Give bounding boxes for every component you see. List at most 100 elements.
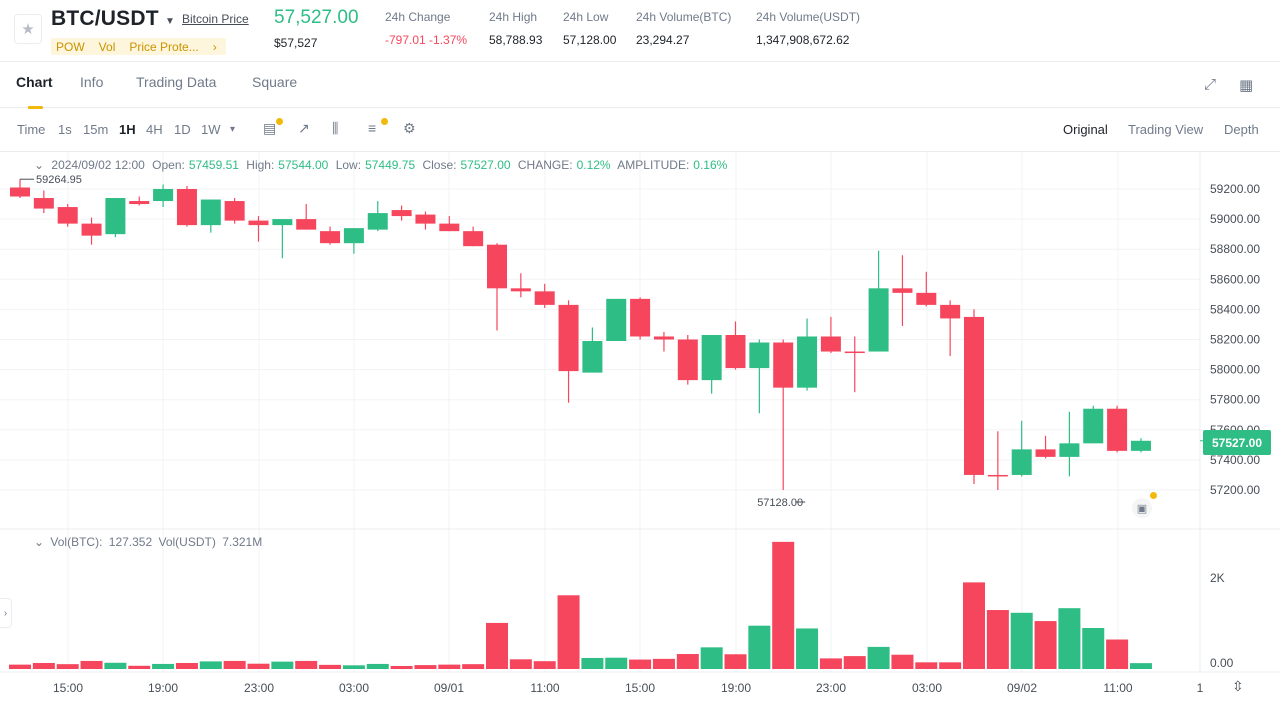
tab-info[interactable]: Info bbox=[80, 74, 104, 90]
y-tick-label: 58800.00 bbox=[1210, 242, 1260, 256]
candle-body bbox=[916, 292, 937, 305]
candle-body bbox=[487, 244, 507, 289]
stat-24h-high: 24h High 58,788.93 bbox=[489, 10, 542, 47]
volume-bar bbox=[772, 541, 795, 669]
tag-vol[interactable]: Vol bbox=[98, 39, 116, 54]
volume-bar bbox=[438, 664, 461, 669]
x-tick-label: 23:00 bbox=[244, 681, 274, 695]
candle-body bbox=[320, 231, 341, 244]
pair-name[interactable]: BTC/USDT bbox=[51, 7, 159, 30]
gear-icon[interactable]: ⚙ bbox=[403, 120, 416, 136]
candle-body bbox=[749, 342, 770, 369]
tag-pow[interactable]: POW bbox=[56, 39, 85, 54]
x-tick-label: 09/01 bbox=[434, 681, 464, 695]
collapse-icon[interactable]: ⌄ bbox=[34, 158, 45, 172]
volume-bar bbox=[9, 664, 31, 669]
high-value: 57544.00 bbox=[278, 158, 329, 172]
settings-sliders-icon[interactable]: ≡ bbox=[368, 120, 377, 136]
volume-bar bbox=[605, 657, 628, 669]
timeframe-1h[interactable]: 1H bbox=[119, 122, 136, 137]
volume-bar bbox=[1034, 621, 1057, 669]
chevron-right-icon[interactable]: › bbox=[0, 598, 12, 628]
vol-btc-label: Vol(BTC): bbox=[50, 535, 103, 549]
candle-type-icon[interactable]: ⫼ bbox=[332, 120, 339, 136]
volume-bar bbox=[486, 622, 508, 669]
candle-body bbox=[701, 334, 722, 381]
x-tick-label: 1 bbox=[1197, 681, 1204, 695]
note-icon[interactable]: ▣ bbox=[1132, 498, 1152, 518]
timeframe-1d[interactable]: 1D bbox=[174, 122, 191, 137]
volume-bar bbox=[1010, 612, 1033, 669]
timeframe-4h[interactable]: 4H bbox=[146, 122, 163, 137]
notification-dot bbox=[1150, 492, 1157, 499]
volume-bar bbox=[295, 660, 318, 669]
volume-bar bbox=[414, 665, 437, 669]
x-tick-label: 11:00 bbox=[530, 681, 559, 695]
calendar-icon[interactable]: ▤ bbox=[263, 120, 277, 136]
tab-trading-data[interactable]: Trading Data bbox=[136, 74, 217, 90]
pair-dropdown-icon[interactable]: ▼ bbox=[165, 16, 175, 27]
candlestick-chart[interactable]: 59200.00 59000.00 58800.00 58600.00 58400.00… bbox=[0, 152, 1280, 707]
stat-value: 23,294.27 bbox=[636, 33, 690, 47]
tab-square[interactable]: Square bbox=[252, 74, 298, 90]
expand-icon[interactable]: ⤢ bbox=[1204, 76, 1217, 93]
tags-more-icon[interactable]: › bbox=[212, 39, 217, 54]
view-depth[interactable]: Depth bbox=[1224, 122, 1259, 137]
coin-info-link[interactable]: Bitcoin Price bbox=[182, 12, 249, 26]
x-tick-label: 15:00 bbox=[625, 681, 655, 695]
close-label: Close: bbox=[422, 158, 457, 172]
timeframe-1w[interactable]: 1W bbox=[201, 122, 221, 137]
high-label: High: bbox=[246, 158, 275, 172]
candle-body bbox=[439, 223, 460, 232]
candle-body bbox=[820, 336, 841, 352]
x-tick-label: 03:00 bbox=[339, 681, 369, 695]
candle-body bbox=[844, 351, 865, 354]
tab-chart[interactable]: Chart bbox=[16, 74, 53, 90]
favorite-star-icon[interactable]: ★ bbox=[14, 14, 42, 44]
indicator-icon[interactable]: ↗ bbox=[298, 120, 310, 136]
tag-strip[interactable]: POW Vol Price Prote... › bbox=[51, 38, 226, 55]
timeframe-1s[interactable]: 1s bbox=[58, 122, 72, 137]
y-tick-label: 57800.00 bbox=[1210, 393, 1260, 407]
stat-label: 24h Change bbox=[385, 10, 451, 24]
volume-bar bbox=[342, 665, 365, 669]
volume-bar bbox=[1129, 663, 1152, 669]
view-trading-view[interactable]: Trading View bbox=[1128, 122, 1204, 137]
candle-body bbox=[224, 201, 245, 221]
candle-body bbox=[105, 198, 126, 235]
candle-body bbox=[272, 219, 293, 226]
candle-body bbox=[153, 189, 174, 202]
volume-bar bbox=[80, 660, 103, 669]
candle-body bbox=[558, 304, 579, 372]
timeframe-time[interactable]: Time bbox=[17, 122, 46, 137]
stat-label: 24h Low bbox=[563, 10, 609, 24]
change-value: 0.12% bbox=[576, 158, 611, 172]
x-tick-label: 09/02 bbox=[1007, 681, 1037, 695]
x-tick-label: 15:00 bbox=[53, 681, 83, 695]
collapse-icon[interactable]: ⌄ bbox=[34, 535, 45, 549]
candle-body bbox=[10, 187, 30, 197]
timeframe-more-icon[interactable]: ▾ bbox=[230, 124, 236, 135]
market-header: ★ BTC/USDT ▼ Bitcoin Price POW Vol Price… bbox=[0, 0, 1280, 62]
volume-bar bbox=[199, 661, 222, 669]
view-original[interactable]: Original bbox=[1063, 122, 1108, 137]
y-tick-label: 58000.00 bbox=[1210, 363, 1260, 377]
close-value: 57527.00 bbox=[460, 158, 511, 172]
candle-body bbox=[653, 336, 674, 340]
candle-body bbox=[1083, 408, 1104, 444]
stat-value: 58,788.93 bbox=[489, 33, 543, 47]
volume-bar bbox=[1058, 608, 1081, 669]
candle-body bbox=[725, 334, 746, 369]
candle-body bbox=[582, 341, 603, 373]
volume-bar bbox=[56, 664, 79, 669]
timeframe-15m[interactable]: 15m bbox=[83, 122, 109, 137]
volume-bar bbox=[366, 663, 389, 669]
y-tick-label: 59000.00 bbox=[1210, 212, 1260, 226]
volume-bar bbox=[247, 663, 270, 669]
y-tick-label: 57400.00 bbox=[1210, 453, 1260, 467]
fit-screen-icon[interactable]: ⇳ bbox=[1232, 678, 1244, 694]
volume-bar bbox=[724, 654, 747, 669]
tag-price-protection[interactable]: Price Prote... bbox=[129, 39, 199, 54]
layout-grid-icon[interactable]: ▦ bbox=[1239, 77, 1254, 94]
volume-bar bbox=[581, 657, 604, 669]
